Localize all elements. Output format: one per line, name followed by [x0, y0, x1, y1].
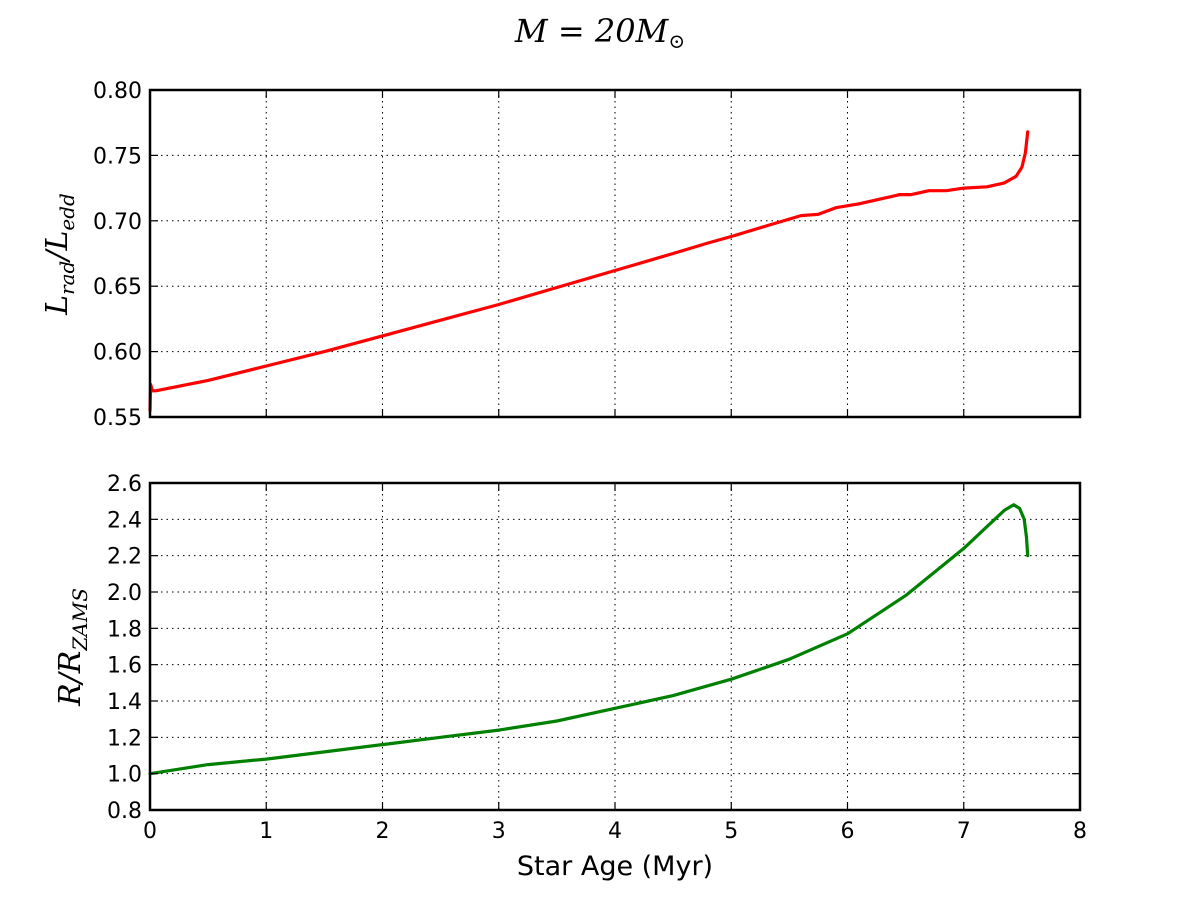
top-panel-ticks — [149, 89, 1081, 418]
x-tick-label: 7 — [957, 819, 971, 844]
figure-title-sub: ⊙ — [668, 29, 685, 53]
bottom-panel-ticks — [149, 482, 1081, 811]
y-tick-label: 1.0 — [107, 763, 142, 788]
bottom-y-tick-labels: 0.8 1.0 1.2 1.4 1.6 1.8 2.0 2.2 2.4 2.6 — [107, 472, 142, 824]
y-tick-label: 2.2 — [107, 545, 142, 570]
y-tick-label: 0.75 — [93, 144, 142, 169]
y-tick-label: 0.60 — [93, 341, 142, 366]
bottom-x-tick-labels: 0 1 2 3 4 5 6 7 8 — [143, 819, 1087, 844]
x-tick-label: 3 — [492, 819, 506, 844]
x-tick-label: 8 — [1073, 819, 1087, 844]
top-panel-frame — [148, 88, 1082, 419]
bottom-y-axis-label: R/RZAMS — [53, 588, 92, 707]
y-tick-label: 0.80 — [93, 79, 142, 104]
top-panel: 0.55 0.60 0.65 0.70 0.75 0.80 Lrad/Ledd — [40, 79, 1082, 431]
bottom-ylabel-mid: /R — [53, 651, 88, 687]
top-ylabel-sub1: rad — [55, 261, 79, 295]
x-tick-label: 0 — [143, 819, 157, 844]
bottom-ylabel-base: R — [53, 683, 88, 707]
y-tick-label: 0.65 — [93, 275, 142, 300]
figure-title-base: M = 20M — [514, 12, 670, 50]
x-tick-label: 5 — [724, 819, 738, 844]
bottom-series-line — [148, 503, 1030, 776]
y-tick-label: 2.6 — [107, 472, 142, 497]
x-axis-label: Star Age (Myr) — [517, 851, 713, 882]
x-tick-label: 4 — [608, 819, 622, 844]
bottom-panel: 0.8 1.0 1.2 1.4 1.6 1.8 2.0 2.2 2.4 2.6 0 1 2 3 4 5 6 7 8… — [53, 472, 1087, 882]
bottom-ylabel-sub2: ZAMS — [68, 588, 92, 652]
y-tick-label: 0.55 — [93, 406, 142, 431]
top-panel-grid — [150, 90, 1080, 417]
y-tick-label: 2.4 — [107, 508, 142, 533]
top-ylabel-mid: /L — [40, 231, 75, 264]
y-tick-label: 1.2 — [107, 726, 142, 751]
y-tick-label: 1.6 — [107, 654, 142, 679]
figure-title: M = 20M⊙ — [514, 12, 685, 53]
bottom-panel-grid — [150, 483, 1080, 810]
top-y-tick-labels: 0.55 0.60 0.65 0.70 0.75 0.80 — [93, 79, 142, 431]
top-ylabel-sub2: edd — [55, 193, 79, 230]
y-tick-label: 0.70 — [93, 210, 142, 235]
x-tick-label: 6 — [841, 819, 855, 844]
top-series-line — [148, 130, 1030, 413]
bottom-panel-frame — [148, 481, 1082, 812]
top-y-axis-label: Lrad/Ledd — [40, 193, 79, 316]
top-ylabel-base: L — [40, 295, 75, 316]
x-tick-label: 1 — [259, 819, 273, 844]
x-tick-label: 2 — [376, 819, 390, 844]
y-tick-label: 1.8 — [107, 617, 142, 642]
y-tick-label: 2.0 — [107, 581, 142, 606]
y-tick-label: 1.4 — [107, 690, 142, 715]
y-tick-label: 0.8 — [107, 799, 142, 824]
